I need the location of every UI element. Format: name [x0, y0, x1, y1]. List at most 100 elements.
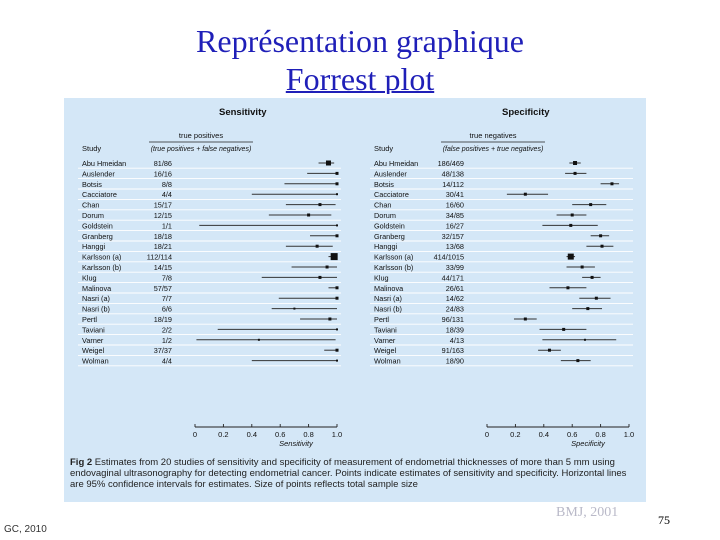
sens-count-label: 7/8 [162, 273, 172, 282]
spec-study-label: Nasri (a) [374, 294, 402, 303]
sens-count-label: 15/17 [154, 201, 172, 210]
spec-study-label: Taviani [374, 325, 397, 334]
sens-point-marker [330, 253, 338, 261]
slide-number: 75 [658, 513, 670, 527]
sens-count-label: 57/57 [154, 284, 172, 293]
sens-point-marker [335, 171, 339, 175]
sens-study-label: Nasri (a) [82, 294, 110, 303]
sens-point-marker [336, 359, 338, 362]
sens-study-label: Chan [82, 201, 99, 210]
sens-count-label: 8/8 [162, 180, 172, 189]
spec-study-label: Goldstein [374, 221, 405, 230]
sens-study-label: Taviani [82, 325, 105, 334]
sens-ratio-denominator: (true positives + false negatives) [151, 146, 252, 153]
slide-title: Représentation graphique [196, 23, 524, 59]
sens-point-marker [335, 348, 339, 352]
sens-count-label: 7/7 [162, 294, 172, 303]
sens-point-marker [335, 182, 339, 186]
sens-point-marker [328, 317, 332, 321]
spec-count-label: 48/138 [442, 169, 464, 178]
sens-count-label: 18/18 [154, 232, 172, 241]
spec-count-label: 33/99 [446, 263, 464, 272]
forest-plot-svg: Sensitivity true positives (true positives… [78, 107, 634, 448]
spec-point-marker [589, 203, 593, 207]
sens-x-tick-label: 0.4 [247, 430, 257, 439]
sens-study-header: Study [82, 144, 101, 153]
spec-ratio-denominator: (false positives + true negatives) [443, 146, 544, 153]
spec-point-marker [570, 213, 574, 217]
sens-count-label: 112/114 [147, 253, 172, 262]
sens-count-label: 18/21 [154, 242, 172, 251]
spec-count-label: 26/61 [446, 284, 464, 293]
caption-text: Estimates from 20 studies of sensitivity… [70, 457, 627, 490]
sens-count-label: 18/19 [154, 315, 172, 324]
sens-study-label: Abu Hmeidan [82, 159, 126, 168]
spec-study-label: Hanggi [374, 242, 398, 251]
spec-ratio-numerator: true negatives [469, 131, 516, 140]
spec-point-marker [567, 253, 574, 260]
sens-point-marker [335, 296, 339, 300]
sens-study-label: Malinova [82, 284, 112, 293]
spec-count-label: 4/13 [450, 336, 464, 345]
spec-point-marker [583, 338, 586, 341]
spec-study-label: Auslender [374, 169, 407, 178]
sens-count-label: 37/37 [154, 346, 172, 355]
spec-count-label: 34/85 [446, 211, 464, 220]
sens-point-marker [335, 234, 339, 238]
spec-point-marker [573, 161, 578, 165]
spec-point-marker [580, 265, 584, 269]
spec-point-marker [600, 244, 604, 248]
spec-study-label: Dorum [374, 211, 396, 220]
sens-count-label: 2/2 [162, 325, 172, 334]
sens-count-label: 1/2 [162, 336, 172, 345]
spec-study-label: Klug [374, 273, 389, 282]
sens-point-marker [336, 193, 338, 196]
figure-caption: Fig 2 Estimates from 20 studies of sensi… [70, 457, 640, 490]
sens-study-label: Nasri (b) [82, 305, 110, 314]
spec-study-label: Cacciatore [374, 190, 409, 199]
spec-point-marker [566, 286, 570, 290]
spec-x-tick-label: 0 [485, 430, 489, 439]
sens-count-label: 14/15 [154, 263, 172, 272]
spec-point-marker [562, 327, 566, 331]
source-citation: BMJ, 2001 [556, 505, 619, 520]
spec-study-label: Weigel [374, 346, 397, 355]
sens-panel-title: Sensitivity [219, 107, 267, 118]
sens-point-marker [257, 338, 260, 341]
sens-point-marker [336, 224, 338, 227]
spec-study-label: Pertl [374, 315, 389, 324]
spec-count-label: 44/171 [442, 273, 464, 282]
caption-label: Fig 2 [70, 457, 93, 468]
sens-study-label: Varner [82, 336, 104, 345]
sens-count-label: 4/4 [162, 190, 172, 199]
footer-text: GC, 2010 [4, 524, 47, 535]
sens-count-label: 16/16 [154, 169, 172, 178]
spec-point-marker [610, 182, 614, 186]
sens-count-label: 81/86 [154, 159, 172, 168]
spec-study-label: Wolman [374, 357, 401, 366]
sens-study-label: Dorum [82, 211, 104, 220]
sens-point-marker [336, 328, 338, 331]
sens-count-label: 1/1 [162, 221, 172, 230]
sens-x-tick-label: 0.2 [218, 430, 228, 439]
spec-study-label: Abu Hmeidan [374, 159, 418, 168]
spec-point-marker [594, 296, 598, 300]
spec-x-axis-label: Specificity [571, 439, 606, 448]
sens-point-marker [335, 286, 339, 290]
sens-study-label: Weigel [82, 346, 105, 355]
spec-x-tick-label: 0.2 [510, 430, 520, 439]
sens-point-marker [307, 213, 311, 217]
spec-point-marker [576, 359, 580, 363]
sens-study-label: Granberg [82, 232, 113, 241]
spec-count-label: 24/83 [446, 305, 464, 314]
slide-subtitle: Forrest plot [285, 62, 435, 94]
sens-point-marker [325, 160, 331, 166]
sens-point-marker [293, 307, 296, 310]
spec-study-label: Varner [374, 336, 396, 345]
spec-count-label: 96/131 [442, 315, 464, 324]
sens-study-label: Cacciatore [82, 190, 117, 199]
sens-count-label: 4/4 [162, 357, 172, 366]
sens-study-label: Hanggi [82, 242, 106, 251]
spec-point-marker [569, 223, 573, 227]
spec-study-label: Malinova [374, 284, 404, 293]
